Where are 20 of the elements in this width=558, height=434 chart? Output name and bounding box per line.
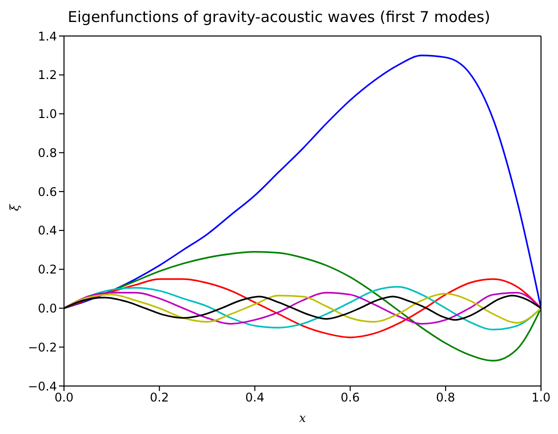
y-tick-label: 0.8: [38, 146, 57, 160]
y-tick-label: 1.4: [38, 29, 57, 44]
x-tick-label: 1.0: [531, 390, 551, 405]
x-tick-label: 0.0: [54, 390, 74, 405]
chart-title: Eigenfunctions of gravity-acoustic waves (first 7 modes): [66, 8, 492, 26]
y-tick-label: 1.2: [38, 68, 57, 82]
y-tick-label: 0.4: [38, 224, 57, 238]
x-tick-label: 0.4: [245, 390, 264, 405]
x-tick-label: 0.2: [150, 390, 169, 405]
x-tick-label: 0.8: [436, 390, 456, 405]
y-tick-label: 0.6: [38, 184, 57, 199]
y-tick-label: 0.0: [38, 301, 57, 316]
y-axis-title: ξ: [7, 203, 22, 211]
y-tick-label: −0.2: [28, 340, 57, 354]
x-tick-label: 0.6: [340, 390, 360, 405]
y-tick-label: −0.4: [28, 379, 57, 394]
x-axis-title: x: [299, 411, 306, 425]
y-tick-label: 1.0: [38, 107, 57, 122]
line-series: [64, 54, 541, 310]
y-tick-label: 0.2: [38, 262, 57, 277]
